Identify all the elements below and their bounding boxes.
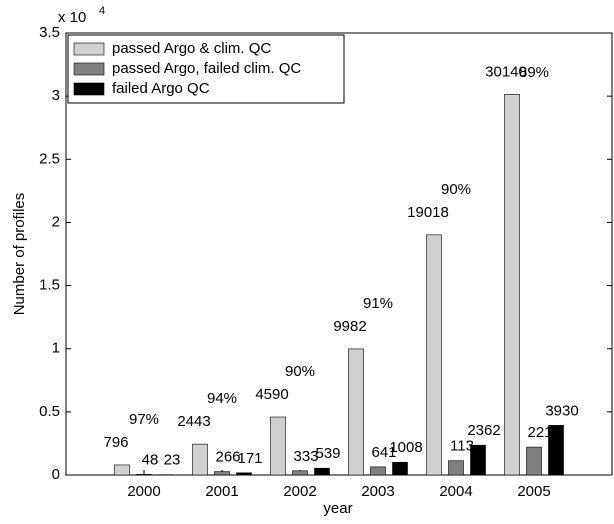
- x-tick-label: 2003: [361, 483, 394, 500]
- legend-label: failed Argo QC: [112, 80, 210, 97]
- legend-swatch: [74, 43, 104, 55]
- y-tick-label: 3.5: [39, 24, 60, 41]
- x-tick-label: 2004: [439, 483, 472, 500]
- value-label: 2443: [177, 413, 210, 430]
- y-multiplier: x 10: [58, 9, 86, 26]
- bar: [427, 235, 442, 475]
- x-tick-label: 2005: [517, 483, 550, 500]
- legend-swatch: [74, 83, 104, 95]
- y-tick-label: 3: [52, 87, 60, 104]
- annotation: 89%: [519, 64, 549, 81]
- y-axis-label: Number of profiles: [11, 193, 28, 316]
- y-multiplier-exponent: 4: [99, 5, 105, 17]
- value-label: 1008: [389, 439, 422, 456]
- bar: [315, 468, 330, 475]
- legend-swatch: [74, 63, 104, 75]
- y-tick-label: 2: [52, 213, 60, 230]
- y-tick-label: 0: [52, 466, 60, 483]
- y-tick-label: 0.5: [39, 403, 60, 420]
- bar: [505, 94, 520, 475]
- bar: [471, 445, 486, 475]
- bar: [193, 444, 208, 475]
- value-label: 19018: [407, 204, 449, 221]
- annotation: 94%: [207, 390, 237, 407]
- legend-label: passed Argo, failed clim. QC: [112, 60, 301, 77]
- value-label: 23: [164, 452, 181, 469]
- bar: [137, 474, 152, 475]
- bar: [237, 473, 252, 475]
- annotation: 90%: [285, 363, 315, 380]
- annotation: 97%: [129, 411, 159, 428]
- x-tick-label: 2002: [283, 483, 316, 500]
- value-label: 3930: [545, 402, 578, 419]
- bar: [215, 472, 230, 475]
- value-label: 539: [315, 445, 340, 462]
- value-label: 2362: [467, 422, 500, 439]
- value-label: 171: [237, 450, 262, 467]
- bar: [271, 417, 286, 475]
- legend-label: passed Argo & clim. QC: [112, 40, 271, 57]
- bar: [349, 349, 364, 475]
- bar: [293, 471, 308, 475]
- y-tick-label: 2.5: [39, 150, 60, 167]
- annotation: 91%: [363, 295, 393, 312]
- value-label: 4590: [255, 386, 288, 403]
- annotation: 90%: [441, 181, 471, 198]
- x-tick-label: 2001: [205, 483, 238, 500]
- x-axis-label: year: [323, 500, 352, 517]
- bar: [527, 447, 542, 475]
- y-tick-label: 1: [52, 340, 60, 357]
- bar: [549, 425, 564, 475]
- bar: [115, 465, 130, 475]
- bar: [449, 461, 464, 475]
- value-label: 48: [142, 451, 159, 468]
- bar: [393, 462, 408, 475]
- x-tick-label: 2000: [127, 483, 160, 500]
- bar: [371, 467, 386, 475]
- value-label: 796: [103, 434, 128, 451]
- value-label: 9982: [333, 318, 366, 335]
- y-tick-label: 1.5: [39, 277, 60, 294]
